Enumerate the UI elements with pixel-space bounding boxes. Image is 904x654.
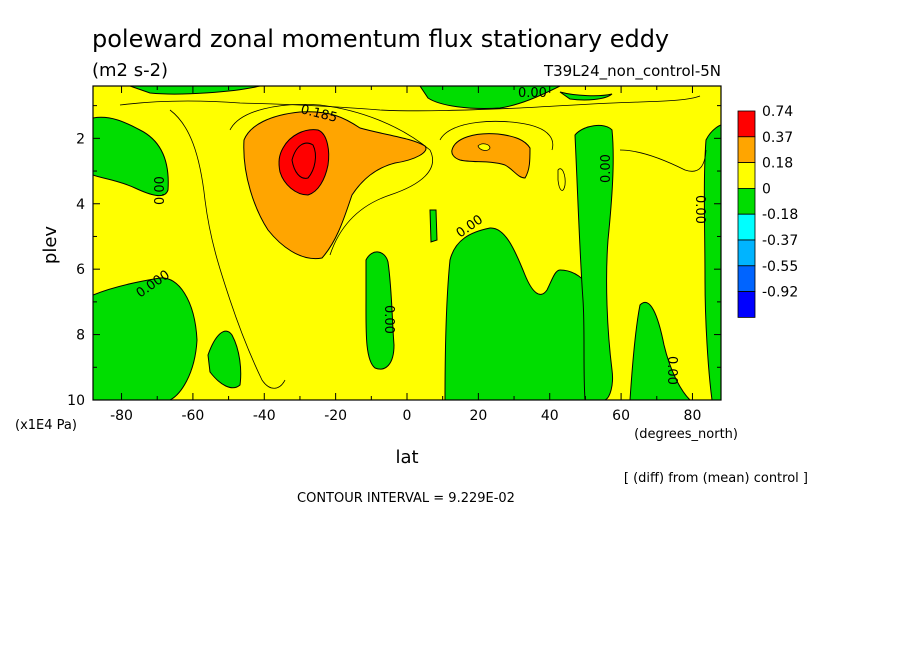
x-tick-label: 80 bbox=[684, 408, 702, 424]
colorbar-swatch bbox=[737, 187, 756, 215]
x-tick-label: -80 bbox=[110, 408, 133, 424]
y-tick-label: 4 bbox=[76, 197, 85, 213]
colorbar-label: 0 bbox=[762, 181, 771, 197]
colorbar-label: 0.74 bbox=[762, 104, 793, 120]
y-tick-label: 6 bbox=[76, 262, 85, 278]
contour-line-sh-middle bbox=[229, 104, 433, 256]
x-tick-label: 60 bbox=[612, 408, 630, 424]
diff-note: [ (diff) from (mean) control ] bbox=[624, 471, 808, 486]
y-tick-label: 2 bbox=[76, 131, 85, 147]
background-fill bbox=[93, 86, 721, 400]
x-tick-label: 40 bbox=[541, 408, 559, 424]
region-negative-top-small bbox=[559, 91, 613, 101]
y-axis: 2 4 6 8 10 bbox=[67, 105, 721, 409]
region-negative-70n bbox=[629, 302, 691, 400]
colorbar-swatch bbox=[737, 239, 756, 267]
contour-line-sh-outer bbox=[169, 109, 286, 389]
region-negative-top-middle bbox=[419, 86, 561, 109]
y-axis-units: (x1E4 Pa) bbox=[15, 418, 77, 433]
colorbar-swatch bbox=[737, 265, 756, 292]
colorbar-swatch bbox=[737, 291, 756, 318]
colorbar-label: -0.55 bbox=[762, 259, 798, 275]
region-negative-20n bbox=[444, 227, 601, 400]
colorbar-label: 0.37 bbox=[762, 130, 793, 146]
x-tick-label: 20 bbox=[469, 408, 487, 424]
region-negative-55n bbox=[574, 124, 614, 400]
x-tick-label: -20 bbox=[324, 408, 347, 424]
region-positive-jet-nh bbox=[451, 133, 531, 179]
region-negative-10s bbox=[365, 251, 395, 370]
colorbar-swatch bbox=[737, 213, 756, 241]
colorbar-swatch bbox=[737, 136, 756, 164]
contour-line-small bbox=[557, 168, 566, 191]
contour-label: 0.00 bbox=[599, 154, 614, 183]
contour-label: 0.00 bbox=[664, 356, 679, 385]
contour-line-core bbox=[291, 142, 316, 179]
contour-line-right bbox=[619, 149, 707, 172]
colorbar-label: -0.37 bbox=[762, 233, 798, 249]
colorbar-swatch bbox=[737, 162, 756, 189]
contour-line-nh-hole bbox=[477, 143, 491, 151]
contour-label: 0.00 bbox=[518, 86, 547, 101]
run-label: T39L24_non_control-5N bbox=[543, 62, 721, 81]
y-axis-label: plev bbox=[40, 226, 61, 265]
colorbar-label: 0.18 bbox=[762, 156, 793, 172]
y-tick-label: 10 bbox=[67, 393, 85, 409]
x-tick-label: -40 bbox=[253, 408, 276, 424]
y-tick-label: 8 bbox=[76, 328, 85, 344]
region-negative-right-edge bbox=[703, 124, 721, 400]
chart-title: poleward zonal momentum flux stationary … bbox=[92, 25, 669, 53]
region-negative-left-upper bbox=[93, 116, 169, 197]
contour-label: 0.00 bbox=[692, 195, 707, 224]
region-negative-top-left bbox=[129, 86, 261, 95]
region-negative-sliver-8n bbox=[429, 209, 438, 243]
colorbar-label: -0.18 bbox=[762, 207, 798, 223]
contour-label: 0.00 bbox=[153, 176, 168, 205]
contour-interval: CONTOUR INTERVAL = 9.229E-02 bbox=[297, 491, 515, 506]
colorbar: 0.74 0.37 0.18 0 -0.18 -0.37 -0.55 -0.92 bbox=[737, 104, 798, 318]
x-axis: -80 -60 -40 -20 0 20 40 60 80 bbox=[110, 86, 701, 424]
contour-line-upper bbox=[119, 95, 701, 112]
x-tick-label: -60 bbox=[181, 408, 204, 424]
contour-line-nh-outer bbox=[439, 120, 554, 151]
region-negative-60s bbox=[207, 330, 242, 389]
region-positive-max-core bbox=[278, 129, 330, 196]
x-tick-label: 0 bbox=[403, 408, 412, 424]
colorbar-label: -0.92 bbox=[762, 285, 798, 301]
contour-label: 0.00 bbox=[381, 305, 396, 334]
x-axis-label: lat bbox=[395, 447, 418, 468]
region-negative-left-lower bbox=[93, 277, 198, 400]
contour-plot-area: 0.185 0.00 0.00 0.00 0.00 0.000 0.00 0.0… bbox=[93, 86, 721, 400]
colorbar-swatch bbox=[737, 110, 756, 138]
chart-units: (m2 s-2) bbox=[92, 60, 168, 81]
x-axis-units: (degrees_north) bbox=[634, 427, 738, 442]
